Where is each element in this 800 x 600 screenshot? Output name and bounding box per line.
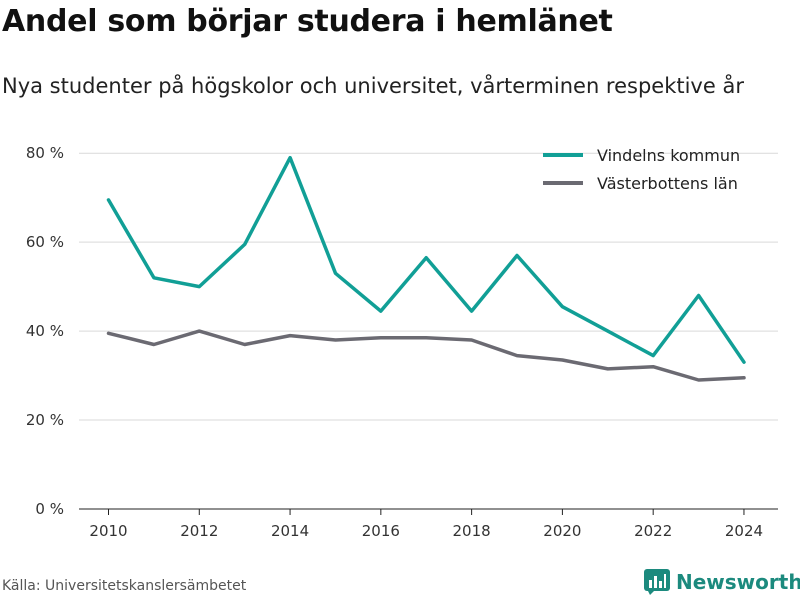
x-tick-label: 2014: [271, 522, 309, 540]
y-tick-label: 20 %: [26, 411, 64, 429]
x-tick-label: 2010: [89, 522, 127, 540]
x-tick-label: 2016: [362, 522, 400, 540]
x-tick-label: 2018: [453, 522, 491, 540]
x-tick-label: 2022: [634, 522, 672, 540]
series-lines: [106, 155, 746, 382]
series-line: [106, 329, 746, 382]
y-tick-label: 60 %: [26, 233, 64, 251]
y-axis: 0 % 20 % 40 % 60 % 80 %: [26, 144, 64, 518]
series-line: [106, 155, 746, 364]
brand-logo: Newsworthy: [644, 569, 800, 595]
x-tick-label: 2012: [180, 522, 218, 540]
y-tick-label: 0 %: [35, 500, 64, 518]
y-tick-label: 40 %: [26, 322, 64, 340]
source-note: Källa: Universitetskanslersämbetet: [2, 578, 247, 594]
gridlines: [79, 152, 778, 510]
newsworthy-logo-icon: [644, 569, 670, 595]
legend-label: Västerbottens län: [597, 174, 738, 193]
brand-name: Newsworthy: [676, 570, 800, 594]
chart-title: Andel som börjar studera i hemlänet: [2, 4, 613, 39]
x-tick-label: 2024: [725, 522, 763, 540]
legend: Vindelns kommun Västerbottens län: [543, 146, 740, 193]
x-tick-label: 2020: [543, 522, 581, 540]
chart-subtitle: Nya studenter på högskolor och universit…: [2, 74, 744, 98]
legend-label: Vindelns kommun: [597, 146, 740, 165]
x-axis: 2010 2012 2014 2016 2018 2020 2022 2024: [89, 509, 763, 540]
y-tick-label: 80 %: [26, 144, 64, 162]
